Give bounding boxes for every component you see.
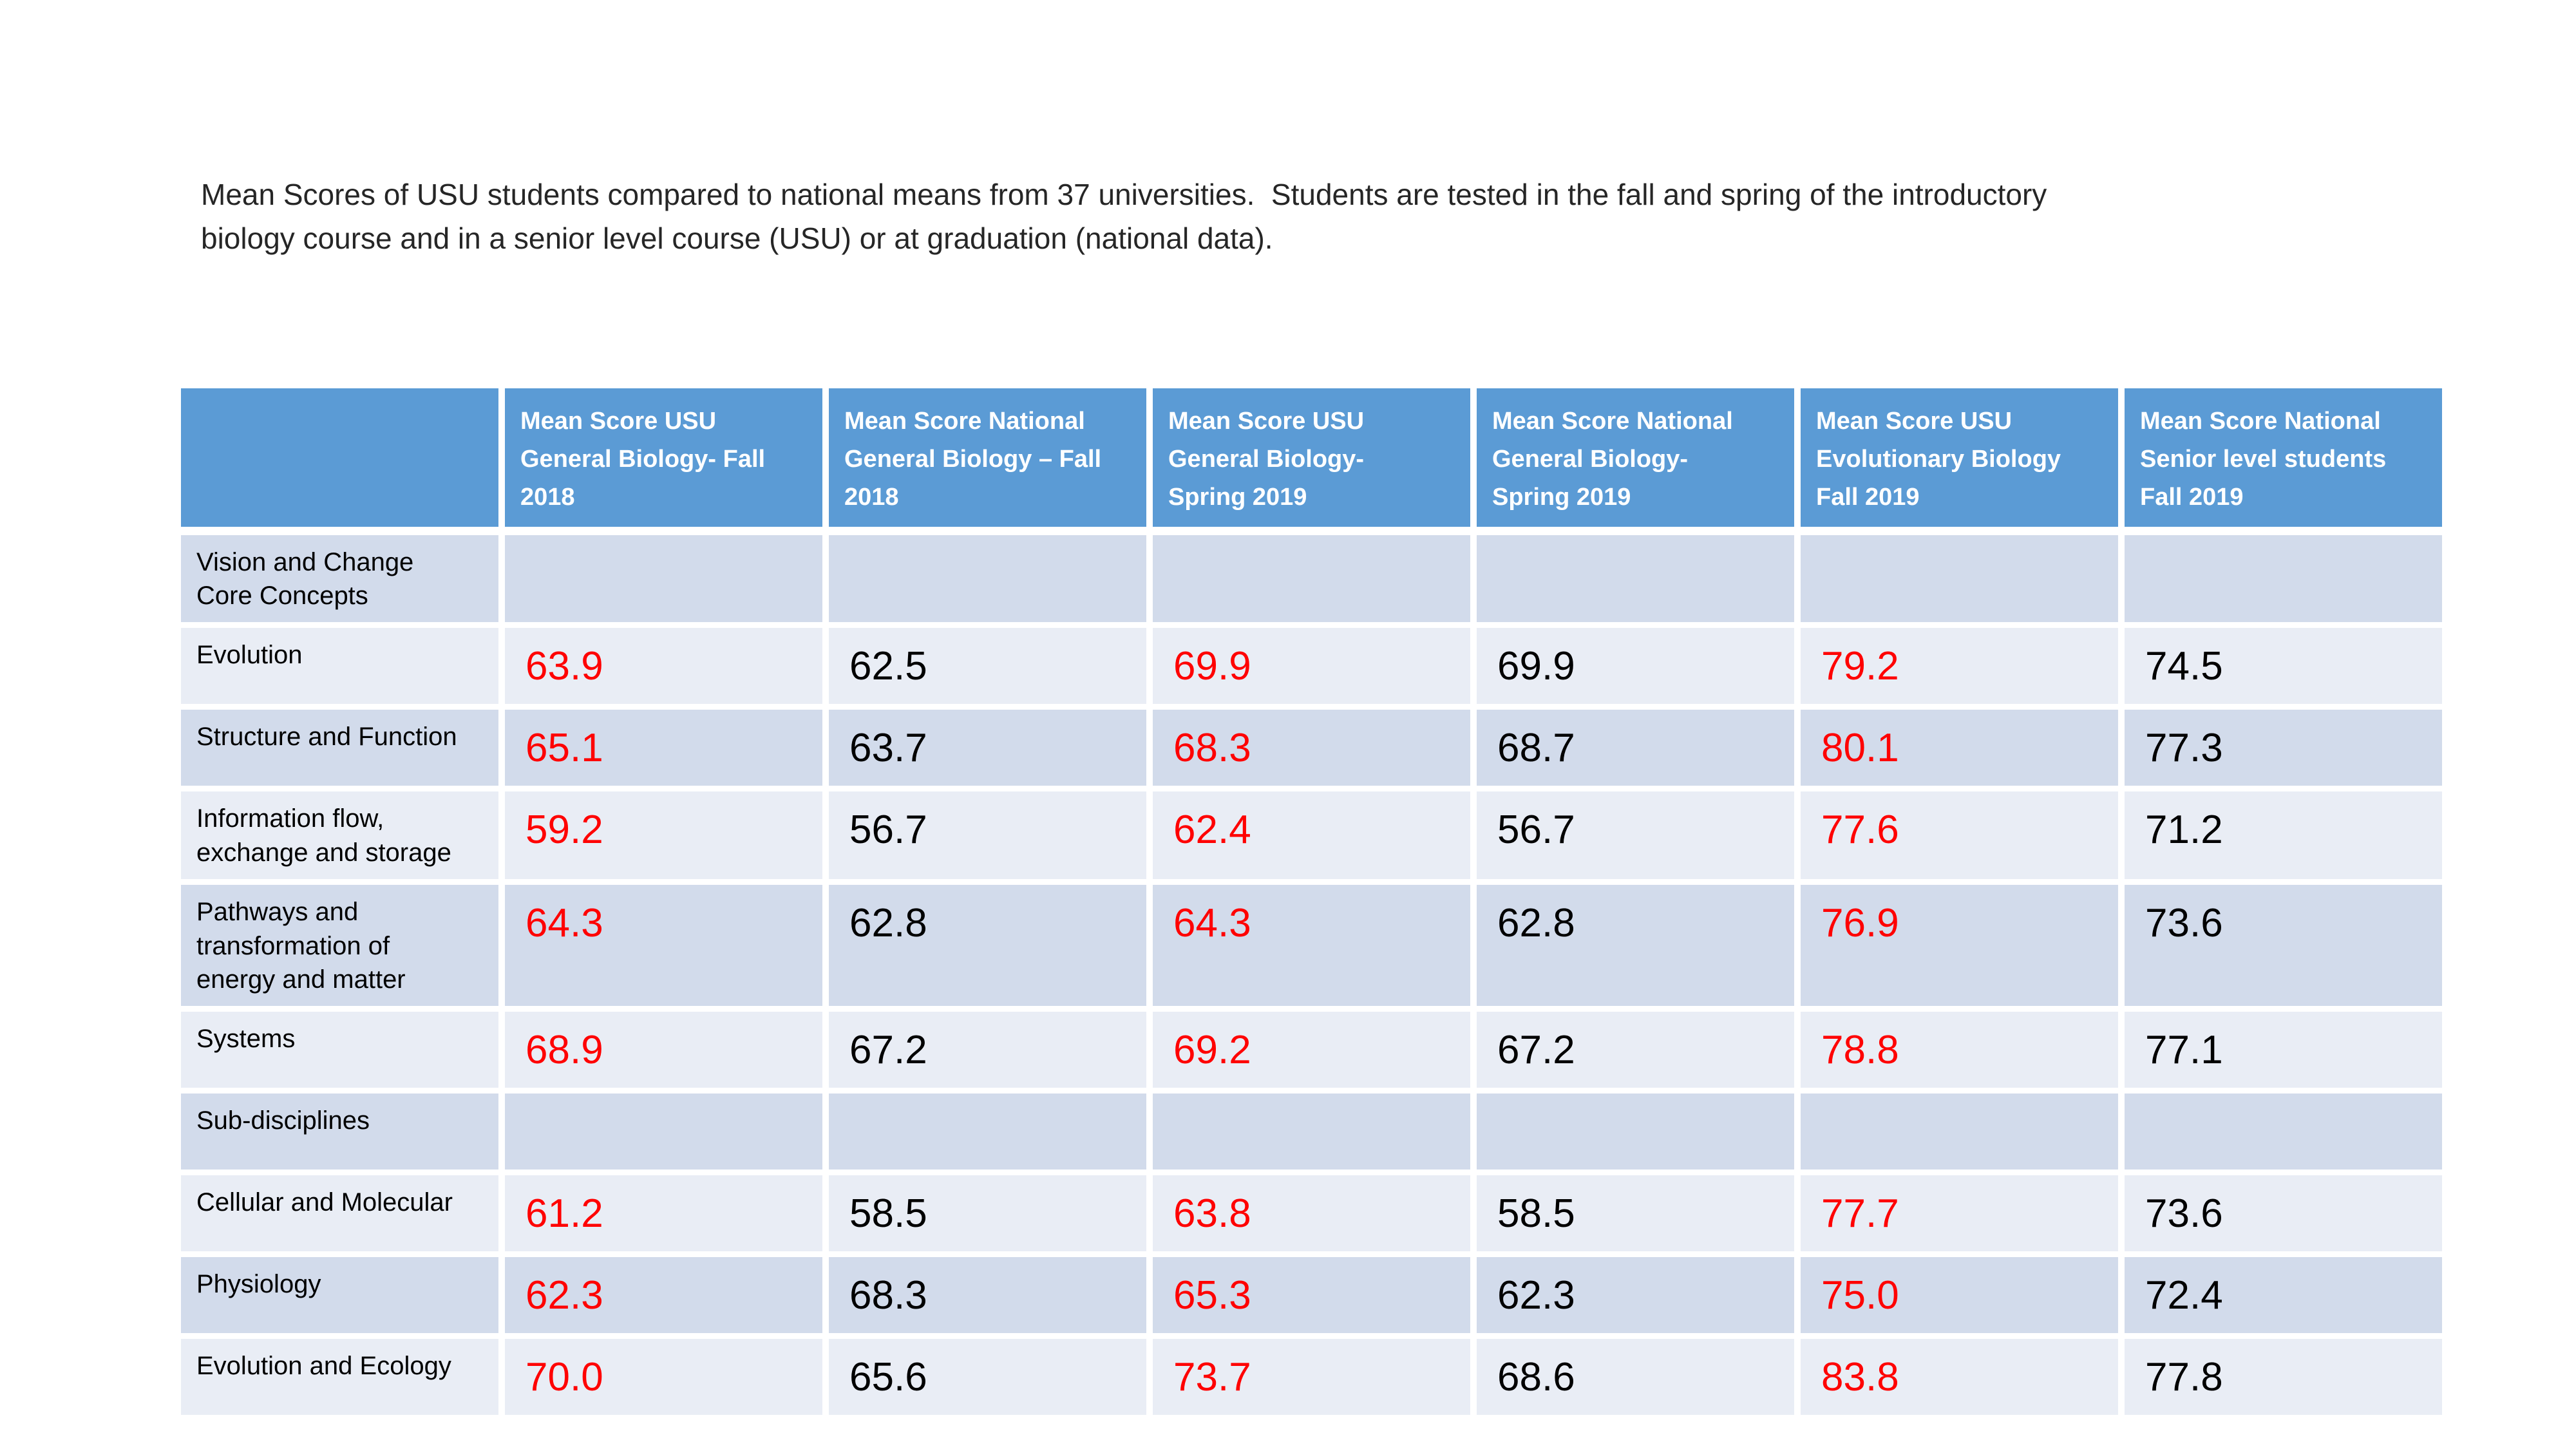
value-cell — [505, 1094, 822, 1170]
value-cell: 59.2 — [505, 791, 822, 879]
value-cell: 77.6 — [1801, 791, 2118, 879]
row-label-cell: Vision and Change Core Concepts — [181, 535, 498, 623]
row-label-cell: Pathways and transformation of energy an… — [181, 884, 498, 1007]
value-cell: 62.3 — [1477, 1257, 1794, 1334]
row-label-cell: Structure and Function — [181, 710, 498, 786]
header-cell: Mean Score National General Biology- Spr… — [1477, 388, 1794, 527]
value-cell: 75.0 — [1801, 1257, 2118, 1334]
value-cell: 65.1 — [505, 710, 822, 786]
value-cell — [1801, 535, 2118, 623]
row-label-cell: Physiology — [181, 1257, 498, 1334]
value-cell: 63.9 — [505, 628, 822, 705]
value-cell: 67.2 — [829, 1012, 1146, 1088]
value-cell: 56.7 — [829, 791, 1146, 879]
value-cell: 77.3 — [2125, 710, 2442, 786]
value-cell: 77.1 — [2125, 1012, 2442, 1088]
slide-title: Mean Scores of USU students compared to … — [201, 178, 2047, 256]
table-header-row: Mean Score USU General Biology- Fall 201… — [181, 388, 2442, 527]
header-cell: Mean Score National General Biology – Fa… — [829, 388, 1146, 527]
value-cell: 73.6 — [2125, 1175, 2442, 1252]
value-cell: 62.5 — [829, 628, 1146, 705]
value-cell — [2125, 1094, 2442, 1170]
value-cell — [1801, 1094, 2118, 1170]
row-label-cell: Sub-disciplines — [181, 1094, 498, 1170]
value-cell: 58.5 — [829, 1175, 1146, 1252]
value-cell: 74.5 — [2125, 628, 2442, 705]
value-cell: 70.0 — [505, 1339, 822, 1416]
value-cell: 67.2 — [1477, 1012, 1794, 1088]
header-cell: Mean Score USU General Biology- Fall 201… — [505, 388, 822, 527]
value-cell: 78.8 — [1801, 1012, 2118, 1088]
value-cell — [1477, 535, 1794, 623]
value-cell: 68.3 — [1153, 710, 1470, 786]
value-cell: 63.8 — [1153, 1175, 1470, 1252]
value-cell: 65.3 — [1153, 1257, 1470, 1334]
value-cell: 69.2 — [1153, 1012, 1470, 1088]
value-cell: 65.6 — [829, 1339, 1146, 1416]
row-label-cell: Information flow, exchange and storage — [181, 791, 498, 879]
value-cell: 72.4 — [2125, 1257, 2442, 1334]
row-label-cell: Evolution — [181, 628, 498, 705]
value-cell: 64.3 — [505, 884, 822, 1007]
value-cell: 68.3 — [829, 1257, 1146, 1334]
value-cell: 69.9 — [1477, 628, 1794, 705]
value-cell: 56.7 — [1477, 791, 1794, 879]
row-label-cell: Systems — [181, 1012, 498, 1088]
value-cell: 62.8 — [829, 884, 1146, 1007]
value-cell: 71.2 — [2125, 791, 2442, 879]
header-cell: Mean Score USU Evolutionary Biology Fall… — [1801, 388, 2118, 527]
value-cell — [829, 535, 1146, 623]
value-cell: 79.2 — [1801, 628, 2118, 705]
table-body: Vision and Change Core Concepts Evolution… — [181, 535, 2442, 1416]
value-cell: 77.8 — [2125, 1339, 2442, 1416]
value-cell: 73.7 — [1153, 1339, 1470, 1416]
row-label-cell: Evolution and Ecology — [181, 1339, 498, 1416]
value-cell — [505, 535, 822, 623]
value-cell: 63.7 — [829, 710, 1146, 786]
value-cell: 76.9 — [1801, 884, 2118, 1007]
value-cell: 69.9 — [1153, 628, 1470, 705]
value-cell — [1153, 535, 1470, 623]
value-cell: 62.4 — [1153, 791, 1470, 879]
value-cell: 68.6 — [1477, 1339, 1794, 1416]
value-cell: 68.7 — [1477, 710, 1794, 786]
value-cell: 73.6 — [2125, 884, 2442, 1007]
value-cell — [2125, 535, 2442, 623]
value-cell: 58.5 — [1477, 1175, 1794, 1252]
scores-table: Mean Score USU General Biology- Fall 201… — [181, 388, 2442, 1416]
value-cell: 62.3 — [505, 1257, 822, 1334]
row-label-cell: Cellular and Molecular — [181, 1175, 498, 1252]
value-cell — [1153, 1094, 1470, 1170]
value-cell: 62.8 — [1477, 884, 1794, 1007]
value-cell — [1477, 1094, 1794, 1170]
value-cell — [829, 1094, 1146, 1170]
value-cell: 80.1 — [1801, 710, 2118, 786]
value-cell: 68.9 — [505, 1012, 822, 1088]
value-cell: 83.8 — [1801, 1339, 2118, 1416]
value-cell: 77.7 — [1801, 1175, 2118, 1252]
value-cell: 64.3 — [1153, 884, 1470, 1007]
header-cell: Mean Score National Senior level student… — [2125, 388, 2442, 527]
header-cell: Mean Score USU General Biology- Spring 2… — [1153, 388, 1470, 527]
header-cell-empty — [181, 388, 498, 527]
value-cell: 61.2 — [505, 1175, 822, 1252]
